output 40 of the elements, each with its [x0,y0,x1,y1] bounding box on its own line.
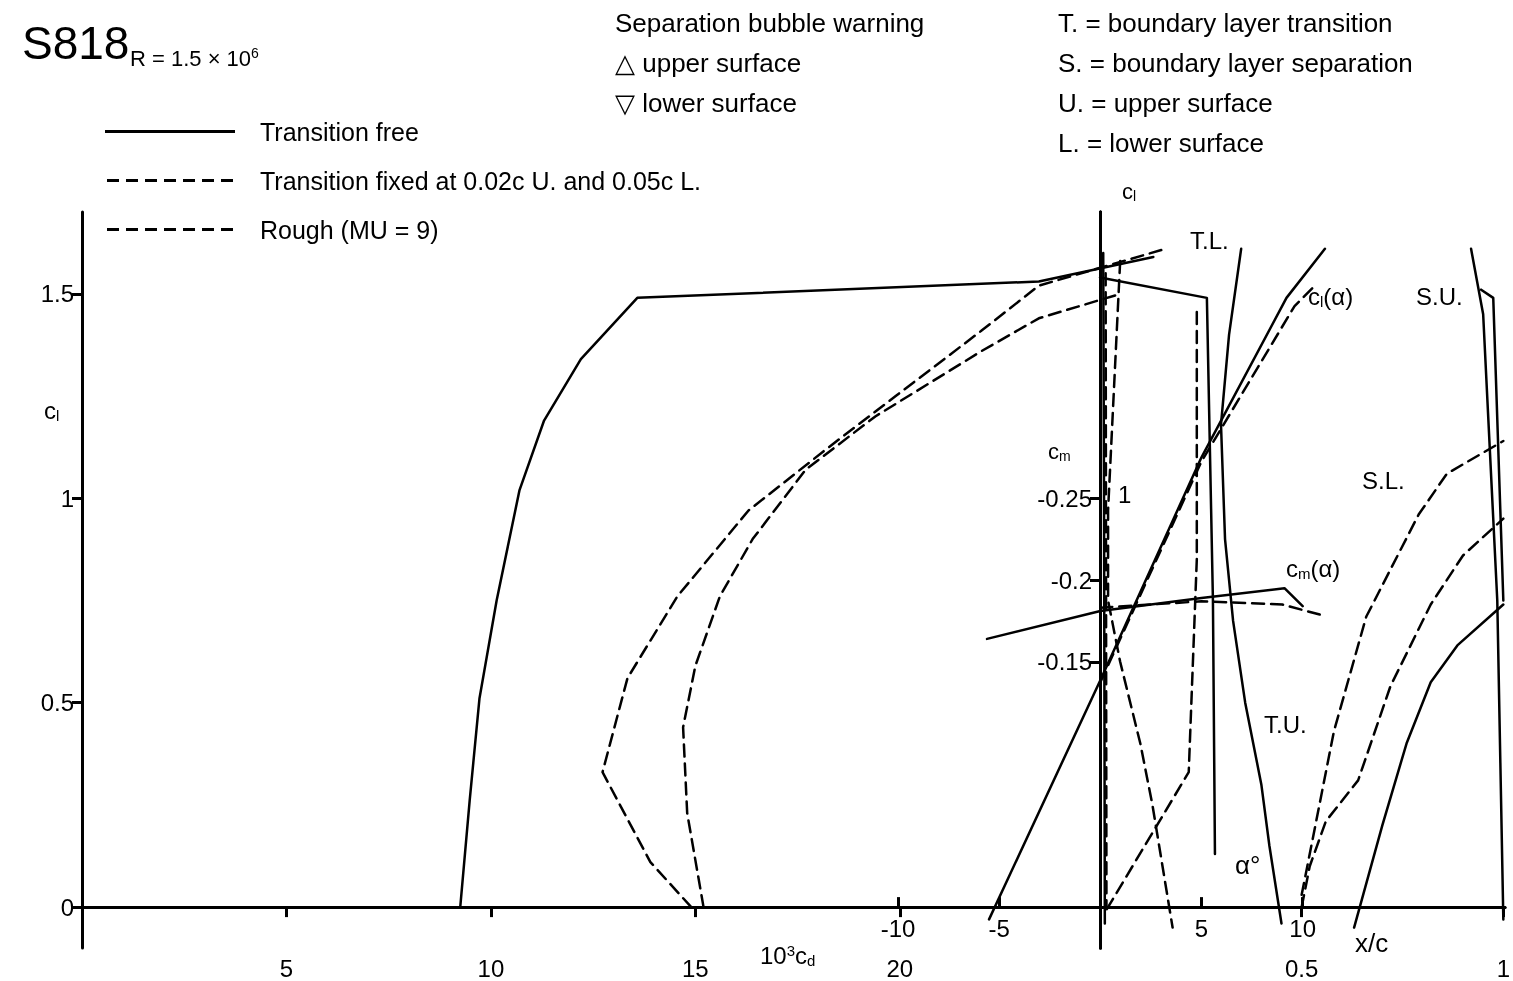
annotation: cm(α) [1286,554,1341,582]
y-tick-label: -0.2 [1050,566,1092,594]
x-tick-label: -5 [988,914,1010,942]
text: T. = boundary layer transition [1058,8,1393,38]
y-tick-label: 1.5 [40,280,74,308]
x-tick-label: 0.5 [1284,954,1319,981]
legend-label: Transition fixed at 0.02c U. and 0.05c L. [260,166,701,195]
y-axis-title: cm [1048,438,1071,464]
legend-label: Transition free [260,117,419,146]
x-tick-label: 10 [477,954,505,981]
annotation: T.U. [1264,710,1307,738]
chart-title: S818 [22,17,130,69]
x-tick-label: -10 [880,914,916,942]
y-tick-label: -0.15 [1037,648,1092,676]
annotation: S.L. [1362,466,1405,494]
x-axis-title: α° [1235,850,1261,880]
x-tick-label: 1 [1496,954,1511,981]
annotation: 1 [1118,480,1132,508]
annotation: T.L. [1190,226,1229,254]
text: △ upper surface [615,48,802,78]
y-tick-label: -0.25 [1037,484,1092,512]
text: ▽ lower surface [615,88,797,118]
x-tick-label: 5 [279,954,294,981]
y-tick-label: 0 [60,893,74,921]
y-axis-title: cl [1122,178,1137,204]
annotation: cl(α) [1308,282,1354,310]
text: S. = boundary layer separation [1058,48,1413,78]
x-tick-label: 5 [1194,914,1209,942]
text: U. = upper surface [1058,88,1273,118]
annotation: S.U. [1416,282,1463,310]
x-tick-label: 10 [1289,914,1317,942]
x-tick-label: 15 [682,954,709,981]
legend-label: Rough (MU = 9) [260,215,439,244]
x-tick-label: 20 [886,954,914,981]
x-axis-title: x/c [1355,928,1389,958]
y-tick-label: 1 [60,484,74,512]
y-tick-label: 0.5 [40,689,74,717]
y-axis-title: cl [44,396,60,424]
text: L. = lower surface [1058,128,1264,158]
text: Separation bubble warning [615,8,925,38]
